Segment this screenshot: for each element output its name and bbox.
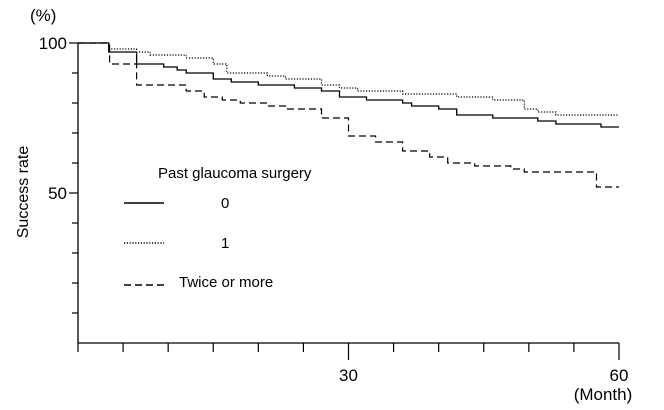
x-tick-label: 30	[339, 366, 358, 385]
series-line-1	[78, 42, 619, 116]
legend: Past glaucoma surgery 0 1 Twice or more	[124, 165, 312, 291]
y-tick-label: 50	[48, 184, 67, 203]
y-axis-title: Success rate	[15, 146, 32, 239]
series-line-2	[78, 42, 619, 188]
legend-label-0: 0	[221, 195, 229, 212]
ticks: 30 60 50 100	[39, 34, 629, 385]
axes	[77, 43, 619, 344]
y-unit-label: (%)	[30, 6, 56, 25]
legend-label-2: Twice or more	[179, 274, 273, 291]
y-tick-label: 100	[39, 34, 67, 53]
series-group	[78, 42, 619, 188]
legend-title: Past glaucoma surgery	[158, 165, 312, 182]
x-tick-label: 60	[610, 366, 629, 385]
legend-label-1: 1	[221, 235, 229, 252]
series-line-0	[78, 42, 619, 128]
x-unit-label: (Month)	[574, 385, 633, 404]
